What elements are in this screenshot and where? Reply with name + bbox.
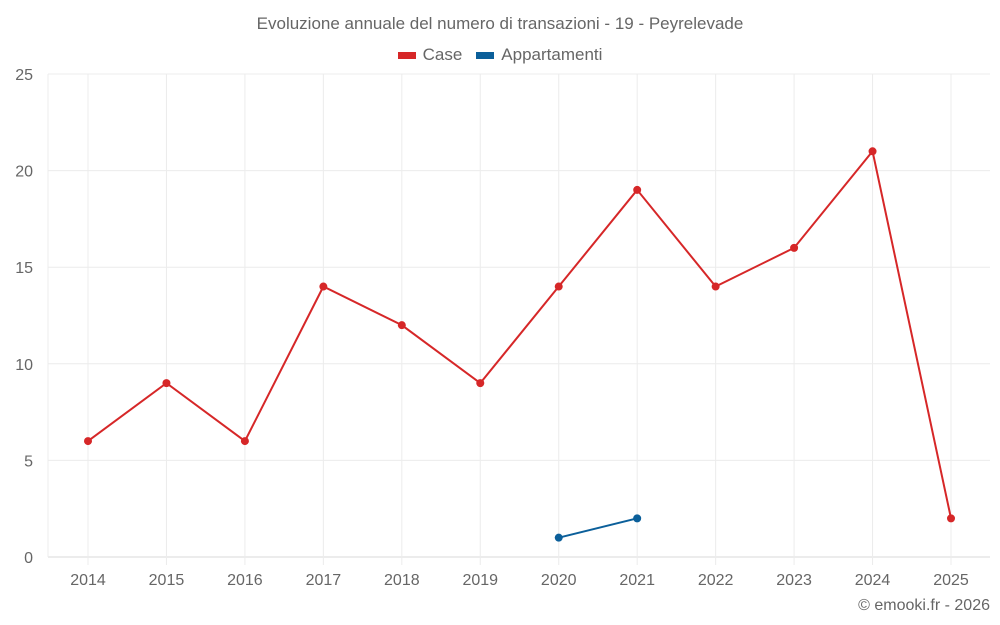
y-tick-label: 15 <box>15 260 33 277</box>
data-point-case[interactable] <box>790 243 799 252</box>
x-tick-label: 2021 <box>619 572 655 589</box>
data-point-case[interactable] <box>162 379 171 388</box>
legend: Case Appartamenti <box>0 45 1000 65</box>
y-tick-label: 5 <box>24 453 33 470</box>
data-point-case[interactable] <box>476 379 485 388</box>
data-point-case[interactable] <box>868 147 877 156</box>
chart-title: Evoluzione annuale del numero di transaz… <box>256 14 744 33</box>
x-tick-label: 2017 <box>306 572 342 589</box>
data-point-case[interactable] <box>947 514 955 523</box>
legend-swatch-appartamenti <box>476 51 495 59</box>
legend-item-appartamenti[interactable]: Appartamenti <box>476 45 602 65</box>
data-point-case[interactable] <box>711 282 720 291</box>
legend-label-appartamenti: Appartamenti <box>501 45 603 64</box>
data-point-case[interactable] <box>633 185 642 194</box>
data-point-case[interactable] <box>240 437 249 446</box>
x-tick-label: 2019 <box>462 572 498 589</box>
data-point-appartamenti[interactable] <box>554 533 563 542</box>
data-point-case[interactable] <box>84 437 92 446</box>
y-tick-label: 25 <box>15 67 33 84</box>
y-tick-label: 0 <box>24 550 33 567</box>
x-tick-label: 2022 <box>698 572 734 589</box>
credit-text: © emooki.fr - 2026 <box>858 597 990 614</box>
data-point-case[interactable] <box>397 321 406 330</box>
x-tick-label: 2025 <box>933 572 969 589</box>
legend-swatch-case <box>397 51 416 59</box>
x-tick-label: 2020 <box>541 572 577 589</box>
legend-label-case: Case <box>422 45 463 64</box>
data-point-appartamenti[interactable] <box>633 514 642 523</box>
data-point-case[interactable] <box>319 282 328 291</box>
x-tick-label: 2024 <box>855 572 891 589</box>
data-point-case[interactable] <box>554 282 563 291</box>
series-line-appartamenti <box>558 517 638 539</box>
y-tick-label: 10 <box>15 357 33 374</box>
x-tick-label: 2015 <box>149 572 185 589</box>
x-tick-label: 2018 <box>384 572 420 589</box>
legend-item-case[interactable]: Case <box>397 45 463 65</box>
x-tick-label: 2016 <box>227 572 263 589</box>
series-line-case <box>87 149 952 519</box>
y-tick-label: 20 <box>15 164 33 181</box>
grid <box>47 73 990 565</box>
x-tick-label: 2014 <box>70 572 106 589</box>
x-tick-label: 2023 <box>776 572 812 589</box>
series <box>84 147 955 542</box>
